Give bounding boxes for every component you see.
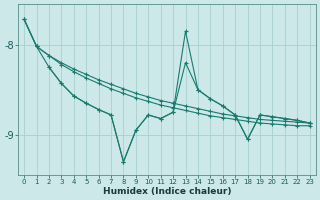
X-axis label: Humidex (Indice chaleur): Humidex (Indice chaleur): [103, 187, 231, 196]
